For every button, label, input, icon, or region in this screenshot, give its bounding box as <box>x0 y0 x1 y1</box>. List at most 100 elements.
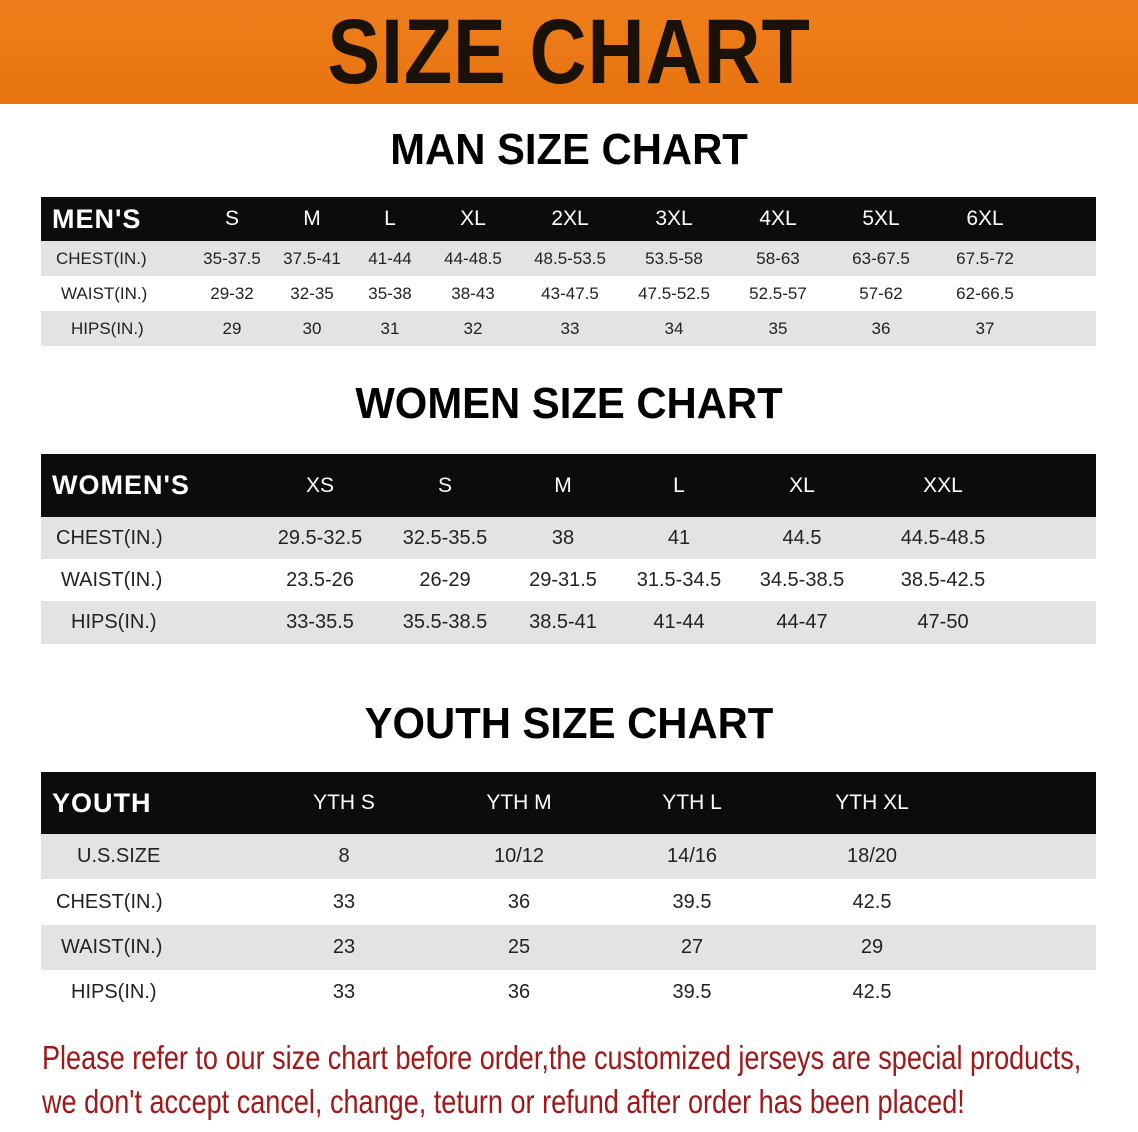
table-cell: 29 <box>222 318 242 338</box>
table-cell: 29 <box>860 936 884 958</box>
table-cell: 34.5-38.5 <box>759 568 845 591</box>
measurement-label: WAIST(IN.) <box>61 283 148 303</box>
table-row: CHEST(IN.) 29.5-32.5 32.5-35.5 38 41 44.5 44.5… <box>41 517 1096 559</box>
table-row: HIPS(IN.) 33-35.5 35.5-38.5 38.5-41 41-44 44-… <box>41 601 1096 644</box>
table-cell: 26-29 <box>419 568 471 591</box>
table-cell: 38.5-42.5 <box>900 568 986 591</box>
youth-section-title: YOUTH SIZE CHART <box>364 699 774 748</box>
table-cell: 58-63 <box>756 248 800 268</box>
size-header-cell: 2XL <box>551 207 589 230</box>
table-cell: 57-62 <box>859 283 903 303</box>
size-header-cell: 4XL <box>759 207 797 230</box>
size-header-cell: L <box>384 207 396 230</box>
size-header-cell: M <box>554 473 572 497</box>
size-header-cell: XS <box>305 473 335 497</box>
size-header-cell: XL <box>789 473 815 497</box>
table-cell: 31 <box>380 318 400 338</box>
measurement-label: HIPS(IN.) <box>71 981 157 1003</box>
table-cell: 62-66.5 <box>956 283 1014 303</box>
size-header-cell: YTH XL <box>835 791 909 814</box>
table-row: CHEST(IN.) 35-37.5 37.5-41 41-44 44-48.5 48.5… <box>41 241 1096 276</box>
table-cell: 35-38 <box>368 283 412 303</box>
table-cell: 53.5-58 <box>645 248 703 268</box>
table-cell: 41-44 <box>653 611 705 633</box>
table-cell: 32-35 <box>290 283 334 303</box>
table-cell: 33 <box>332 981 356 1003</box>
table-row: WAIST(IN.) 23.5-26 26-29 29-31.5 31.5-34.5 34… <box>41 559 1096 601</box>
table-cell: 33 <box>332 890 356 913</box>
size-header-cell: 6XL <box>966 207 1004 230</box>
measurement-label: WAIST(IN.) <box>61 568 163 591</box>
table-cell: 43-47.5 <box>541 283 599 303</box>
table-cell: 32 <box>463 318 483 338</box>
table-cell: 31.5-34.5 <box>636 568 722 591</box>
table-row: CHEST(IN.) 33 36 39.5 42.5 <box>41 879 1096 925</box>
table-cell: 41 <box>667 526 691 549</box>
size-header-cell: XXL <box>923 473 963 497</box>
size-header-cell: YTH L <box>662 791 722 814</box>
table-row: HIPS(IN.) 33 36 39.5 42.5 <box>41 970 1096 1015</box>
table-cell: 38-43 <box>451 283 495 303</box>
table-cell: 27 <box>680 936 704 958</box>
table-cell: 35.5-38.5 <box>402 611 488 633</box>
size-header-cell: 5XL <box>862 207 900 230</box>
measurement-label: CHEST(IN.) <box>56 248 147 268</box>
table-title-cell: YOUTH <box>52 787 152 818</box>
table-cell: 33-35.5 <box>286 611 354 633</box>
table-cell: 36 <box>507 890 531 913</box>
table-cell: 8 <box>338 845 350 867</box>
measurement-label: WAIST(IN.) <box>61 936 163 958</box>
table-cell: 37.5-41 <box>283 248 341 268</box>
size-header-cell: XL <box>460 207 486 230</box>
table-cell: 35-37.5 <box>203 248 261 268</box>
table-cell: 37 <box>975 318 995 338</box>
table-cell: 23.5-26 <box>286 568 354 591</box>
measurement-label: CHEST(IN.) <box>56 526 163 549</box>
measurement-label: HIPS(IN.) <box>71 318 144 338</box>
table-cell: 35 <box>768 318 788 338</box>
table-title-cell: WOMEN'S <box>52 470 190 500</box>
measurement-label: U.S.SIZE <box>77 845 161 867</box>
table-cell: 29-31.5 <box>529 568 597 591</box>
table-row: HIPS(IN.) 29 30 31 32 33 34 35 36 37 <box>41 311 1096 346</box>
table-cell: 23 <box>332 936 356 958</box>
size-header-cell: YTH S <box>313 791 375 814</box>
table-cell: 36 <box>871 318 891 338</box>
table-title-cell: MEN'S <box>52 203 142 234</box>
table-row: U.S.SIZE 8 10/12 14/16 18/20 <box>41 834 1096 879</box>
women-section-title: WOMEN SIZE CHART <box>355 379 783 428</box>
table-cell: 34 <box>664 318 684 338</box>
note-line-1: Please refer to our size chart before or… <box>42 1039 1082 1076</box>
table-cell: 33 <box>560 318 580 338</box>
table-cell: 63-67.5 <box>852 248 910 268</box>
page-title: SIZE CHART <box>327 1 811 103</box>
table-row: WAIST(IN.) 23 25 27 29 <box>41 925 1096 970</box>
table-cell: 52.5-57 <box>749 283 807 303</box>
table-cell: 47.5-52.5 <box>638 283 710 303</box>
table-cell: 44-47 <box>776 611 828 633</box>
table-cell: 44.5 <box>782 526 822 549</box>
table-cell: 42.5 <box>852 981 892 1003</box>
table-cell: 44.5-48.5 <box>900 526 986 549</box>
men-size-table: MEN'S S M L XL 2XL 3XL 4XL 5XL 6XL CHEST(IN.) 35-37… <box>41 197 1096 346</box>
size-header-cell: S <box>437 473 453 497</box>
table-cell: 25 <box>507 936 531 958</box>
table-cell: 18/20 <box>846 845 898 867</box>
size-header-cell: 3XL <box>655 207 693 230</box>
table-cell: 47-50 <box>917 611 969 633</box>
note-line-2: we don't accept cancel, change, teturn o… <box>42 1083 965 1120</box>
men-section-title: MAN SIZE CHART <box>390 125 748 174</box>
table-cell: 48.5-53.5 <box>534 248 606 268</box>
table-header-row: WOMEN'S XS S M L XL XXL <box>41 454 1096 517</box>
measurement-label: HIPS(IN.) <box>71 611 157 633</box>
table-cell: 36 <box>507 981 531 1003</box>
size-header-cell: YTH M <box>486 791 552 814</box>
table-cell: 29-32 <box>210 283 254 303</box>
title-banner: SIZE CHART <box>0 0 1138 104</box>
table-header-row: YOUTH YTH S YTH M YTH L YTH XL <box>41 772 1096 834</box>
table-cell: 30 <box>302 318 322 338</box>
women-size-table: WOMEN'S XS S M L XL XXL CHEST(IN.) 29.5-32.5 32.5… <box>41 454 1096 644</box>
table-cell: 38 <box>551 526 575 549</box>
table-cell: 42.5 <box>852 890 892 913</box>
measurement-label: CHEST(IN.) <box>56 890 163 913</box>
